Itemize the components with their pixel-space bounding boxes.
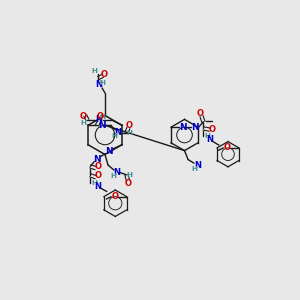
Text: H: H — [91, 180, 97, 186]
Text: N: N — [105, 147, 112, 156]
Text: N: N — [95, 80, 102, 89]
Text: N: N — [191, 123, 199, 132]
Text: N: N — [98, 121, 105, 130]
Text: O: O — [224, 143, 230, 152]
Text: H: H — [127, 172, 133, 178]
Text: N: N — [114, 128, 121, 137]
Text: H: H — [99, 114, 105, 120]
Text: N: N — [94, 182, 101, 191]
Text: O: O — [196, 109, 203, 118]
Text: N: N — [94, 154, 101, 164]
Text: N: N — [179, 123, 187, 132]
Text: O: O — [124, 179, 131, 188]
Text: H: H — [191, 166, 197, 172]
Text: H: H — [100, 80, 106, 86]
Text: H: H — [80, 120, 86, 126]
Text: N: N — [113, 168, 121, 177]
Text: O: O — [208, 125, 215, 134]
Text: O: O — [100, 70, 107, 79]
Text: H: H — [126, 130, 132, 136]
Text: H: H — [92, 68, 98, 74]
Text: N: N — [194, 161, 201, 170]
Text: O: O — [97, 112, 104, 121]
Text: O: O — [94, 171, 101, 180]
Text: N: N — [96, 115, 103, 124]
Text: O: O — [94, 162, 101, 171]
Text: H: H — [112, 133, 118, 139]
Text: H: H — [110, 172, 116, 178]
Text: O: O — [111, 192, 118, 201]
Text: H: H — [204, 133, 210, 139]
Text: O: O — [126, 121, 133, 130]
Text: O: O — [80, 112, 87, 121]
Text: N: N — [206, 135, 214, 144]
